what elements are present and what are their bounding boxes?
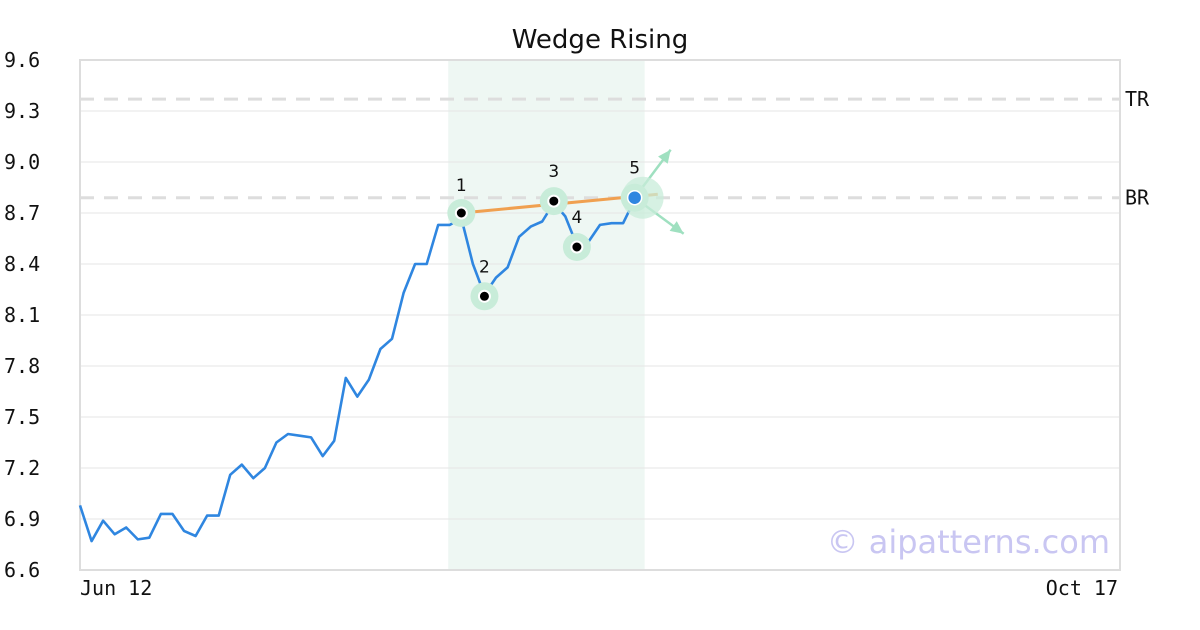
watermark: © aipatterns.com <box>827 523 1110 561</box>
breakout-down-arrow-head <box>669 221 684 234</box>
pivot-point <box>454 206 468 220</box>
pivot-label: 4 <box>571 208 582 228</box>
pivot-point <box>570 240 584 254</box>
y-tick-label: 8.4 <box>4 252 40 276</box>
x-tick-label: Oct 17 <box>1046 576 1118 600</box>
series-line <box>78 198 636 543</box>
y-tick-label: 9.0 <box>4 150 40 174</box>
pivot-label: 3 <box>548 162 559 182</box>
y-tick-label: 8.1 <box>4 303 40 327</box>
plot-frame <box>79 59 1121 571</box>
y-tick-label: 7.2 <box>4 456 40 480</box>
y-tick-label: 6.6 <box>4 558 40 582</box>
y-tick-label: 7.8 <box>4 354 40 378</box>
pivot-point <box>547 194 561 208</box>
chart-title: Wedge Rising <box>512 25 689 55</box>
x-tick-label: Jun 12 <box>80 576 152 600</box>
y-tick-label: 7.5 <box>4 405 40 429</box>
pivot-label: 5 <box>629 159 640 179</box>
pattern-layer: 1 2 3 4 5 <box>447 148 685 311</box>
pivot-point <box>626 189 643 206</box>
pivot-label: 2 <box>479 257 490 277</box>
reference-lines: TR BR <box>80 87 1150 210</box>
y-tick-label: 6.9 <box>4 507 40 531</box>
y-tick-label: 8.7 <box>4 201 40 225</box>
breakout-up-arrow-head <box>658 149 671 164</box>
y-tick-label: 9.3 <box>4 99 40 123</box>
pivot-point <box>477 289 491 303</box>
x-axis-ticks: Jun 12 Oct 17 <box>80 576 1118 600</box>
reference-line-label: BR <box>1125 186 1150 210</box>
y-tick-label: 9.6 <box>4 48 40 72</box>
reference-line-label: TR <box>1125 87 1150 111</box>
y-axis-ticks: 9.6 9.3 9.0 8.7 8.4 8.1 7.8 7.5 7.2 6.9 6.6 <box>4 48 40 582</box>
series-layer <box>78 198 636 543</box>
pivot-label: 1 <box>456 176 467 196</box>
